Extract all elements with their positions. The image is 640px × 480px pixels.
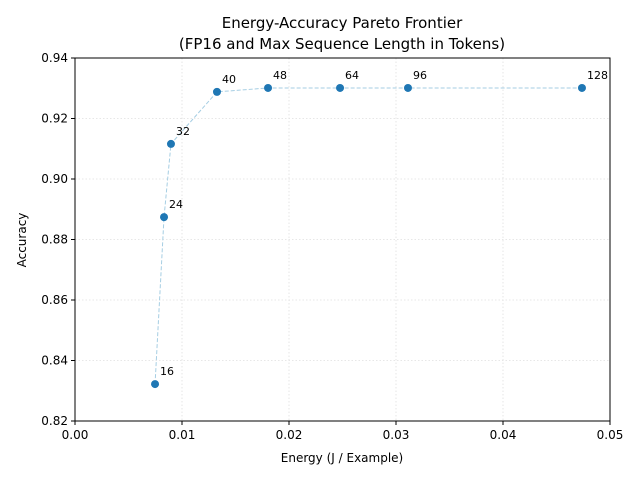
point bbox=[166, 139, 175, 148]
y-tick-label: 0.88 bbox=[41, 233, 68, 247]
point-label: 128 bbox=[587, 69, 608, 82]
point bbox=[264, 83, 273, 92]
chart-subtitle: (FP16 and Max Sequence Length in Tokens) bbox=[179, 35, 505, 53]
point bbox=[336, 83, 345, 92]
point-label: 16 bbox=[160, 365, 174, 378]
y-tick-label: 0.82 bbox=[41, 414, 68, 428]
x-tick-label: 0.05 bbox=[597, 428, 624, 442]
point-label: 24 bbox=[169, 198, 183, 211]
x-tick-label: 0.01 bbox=[169, 428, 196, 442]
point-label: 64 bbox=[345, 69, 359, 82]
x-tick-label: 0.02 bbox=[276, 428, 303, 442]
y-tick-label: 0.86 bbox=[41, 293, 68, 307]
y-tick-label: 0.94 bbox=[41, 51, 68, 65]
point-label: 48 bbox=[273, 69, 287, 82]
point bbox=[212, 87, 221, 96]
x-tick-label: 0.03 bbox=[383, 428, 410, 442]
point-label: 32 bbox=[176, 125, 190, 138]
x-tick-label: 0.04 bbox=[490, 428, 517, 442]
y-tick-label: 0.90 bbox=[41, 172, 68, 186]
x-tick-label: 0.00 bbox=[62, 428, 89, 442]
y-axis-label: Accuracy bbox=[15, 213, 29, 268]
point bbox=[577, 83, 586, 92]
point bbox=[160, 213, 169, 222]
y-tick-label: 0.92 bbox=[41, 112, 68, 126]
point-label: 96 bbox=[413, 69, 427, 82]
y-tick-label: 0.84 bbox=[41, 354, 68, 368]
point bbox=[151, 380, 160, 389]
chart-title: Energy-Accuracy Pareto Frontier bbox=[222, 14, 463, 32]
point bbox=[403, 83, 412, 92]
point-label: 40 bbox=[222, 73, 236, 86]
x-axis-label: Energy (J / Example) bbox=[281, 451, 403, 465]
plot-frame bbox=[74, 57, 611, 422]
